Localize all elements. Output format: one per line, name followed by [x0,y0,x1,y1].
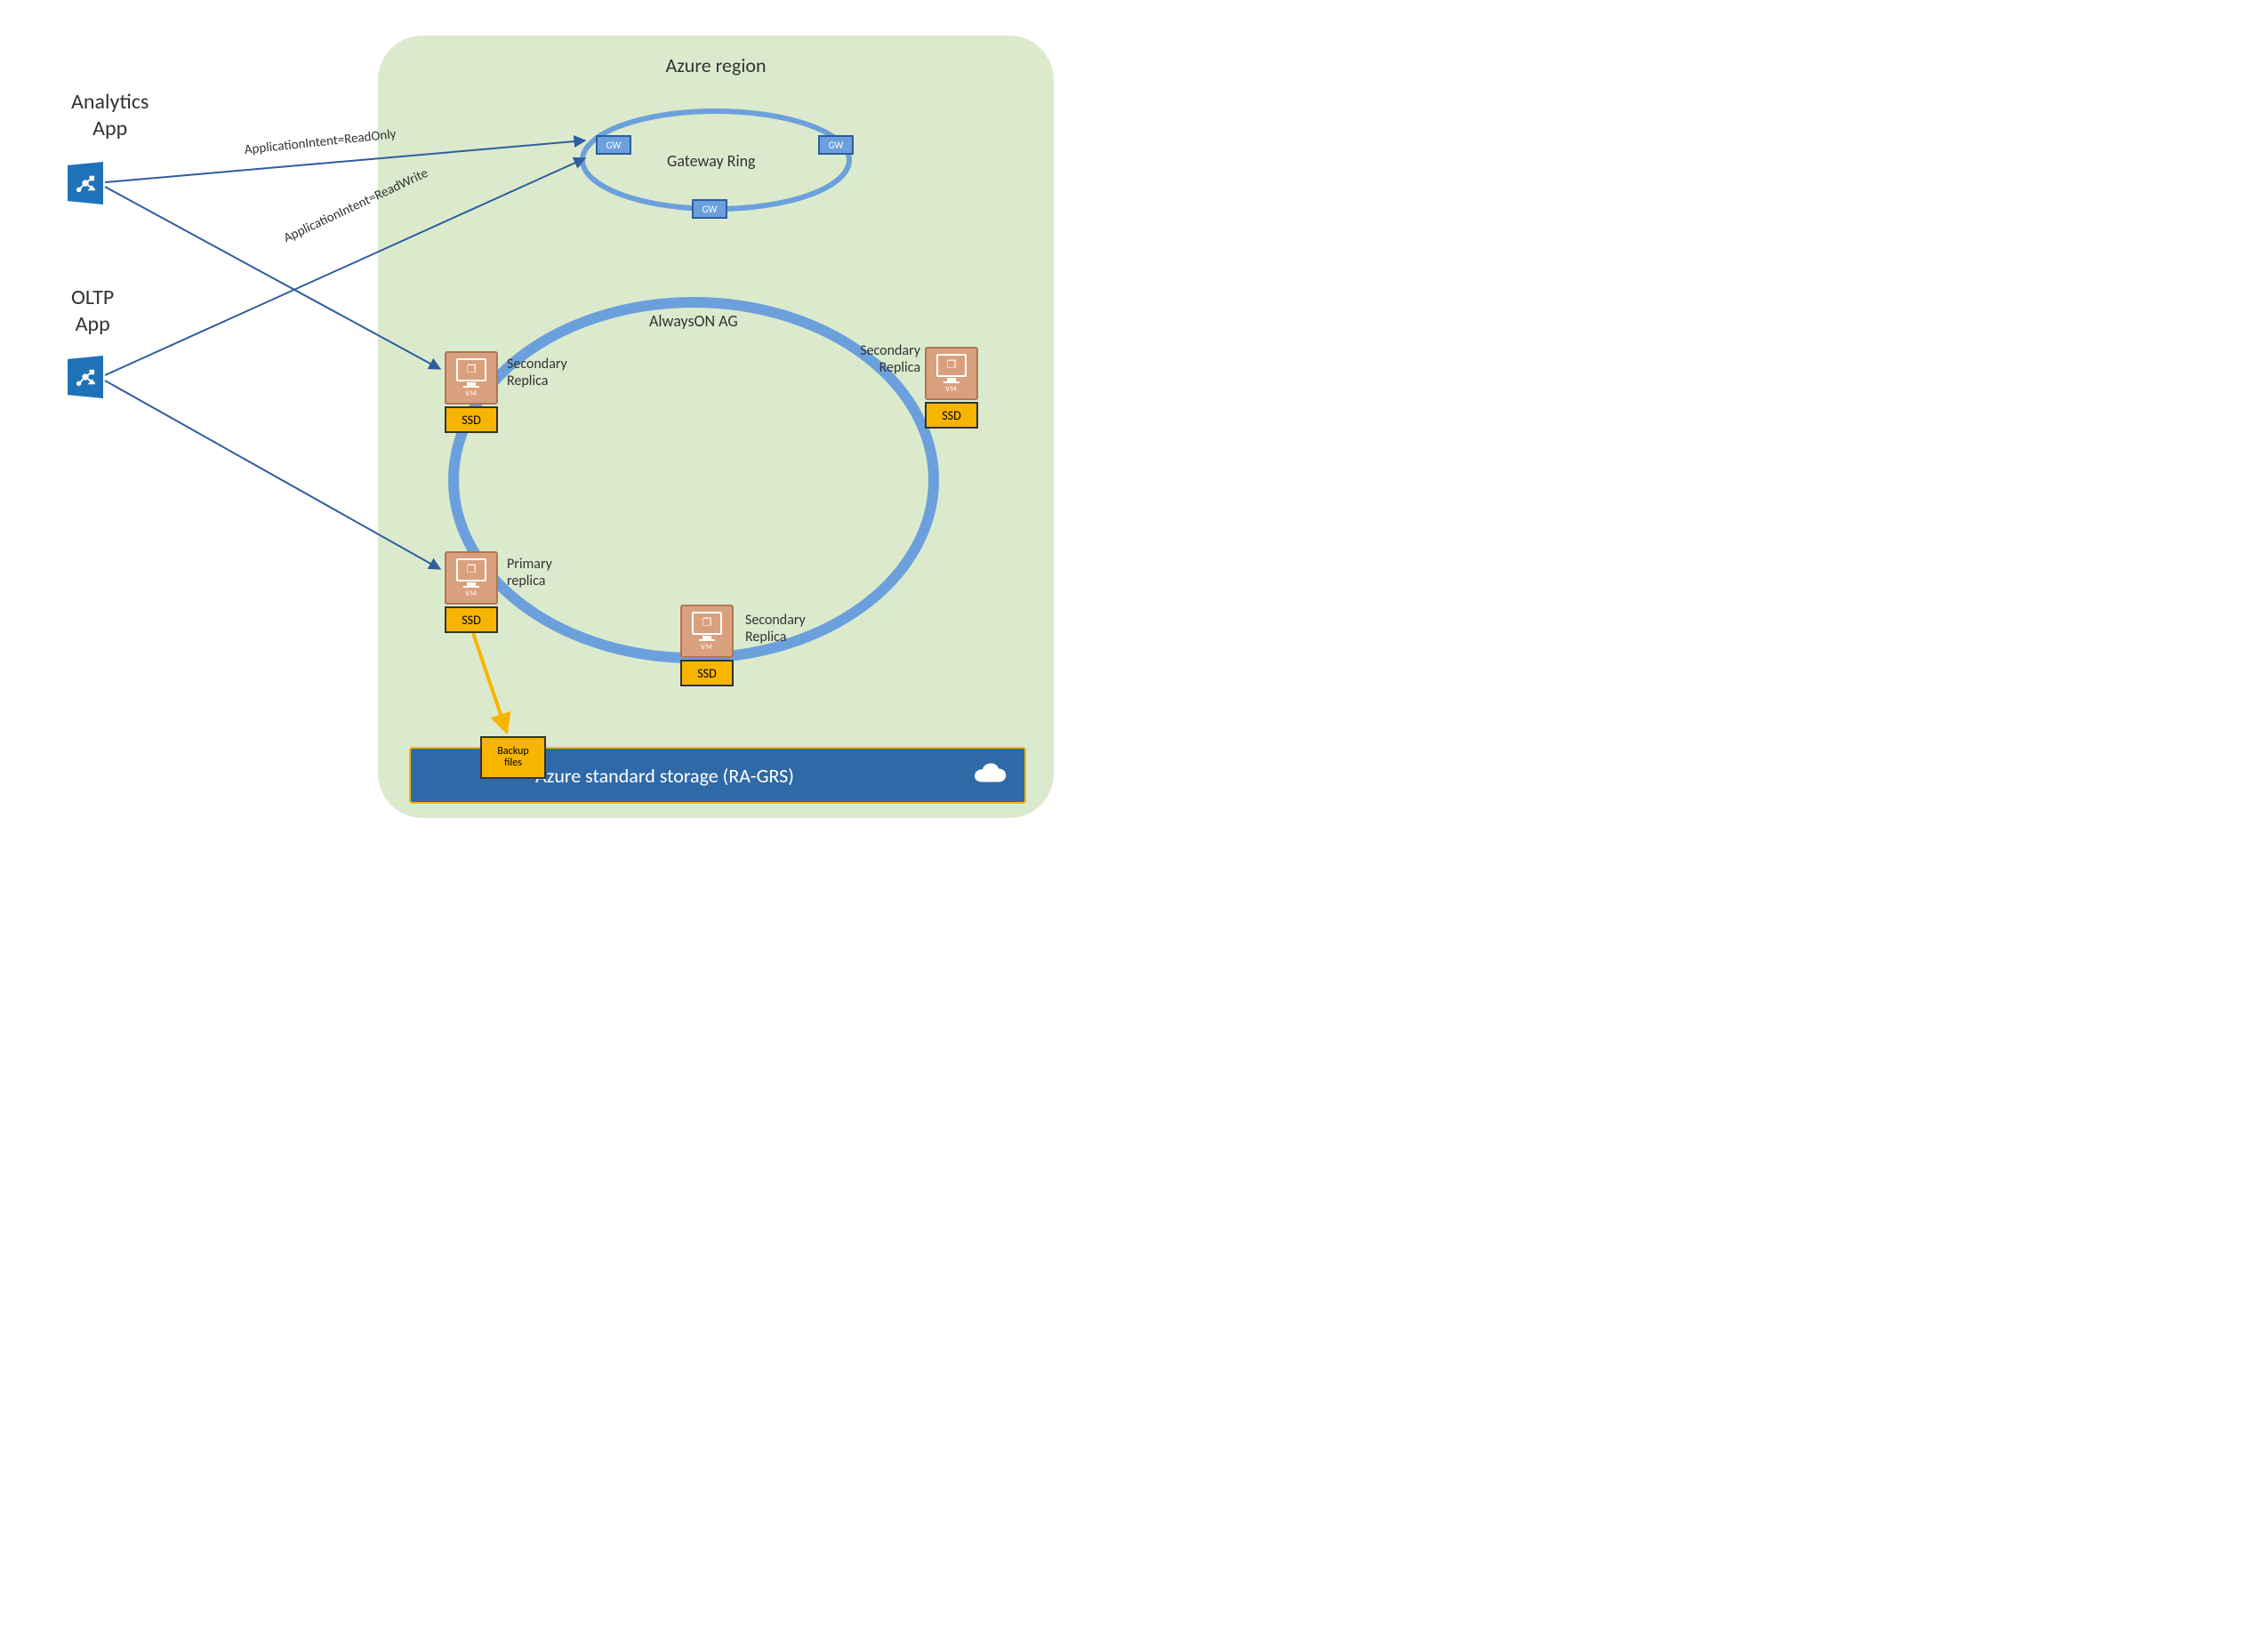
gateway-ring-label: Gateway Ring [667,151,756,171]
replica-label: SecondaryReplica [745,612,806,646]
gateway-node: GW [596,135,631,155]
ssd-box: SSD [680,660,734,686]
ssd-box: SSD [445,606,498,633]
ssd-box: SSD [445,406,498,433]
ssd-box: SSD [925,402,978,429]
vm-node: ❐VM [680,605,734,658]
cloud-icon [966,762,1010,789]
vm-node: ❐VM [925,347,978,400]
oltp-app-icon [68,356,103,398]
vm-node: ❐VM [445,351,498,405]
gateway-node: GW [692,199,727,219]
edge-lines [105,140,585,733]
diagram-canvas: Azure region AnalyticsApp OLTPApp Gatewa… [0,0,1138,854]
edge-e3 [105,187,440,369]
edge-e4 [105,381,440,569]
ag-ring-label: AlwaysON AG [649,311,738,331]
replica-label: SecondaryReplica [845,342,920,376]
analytics-app-label: AnalyticsApp [71,89,149,142]
backup-files-box: Backupfiles [480,736,546,779]
edge-e5 [473,633,507,733]
vm-node: ❐VM [445,551,498,605]
gateway-node: GW [818,135,854,155]
replica-label: Primaryreplica [507,556,552,589]
edge-e2 [105,158,585,375]
replica-label: SecondaryReplica [507,356,567,389]
oltp-app-label: OLTPApp [71,285,114,338]
analytics-app-icon [68,162,103,204]
